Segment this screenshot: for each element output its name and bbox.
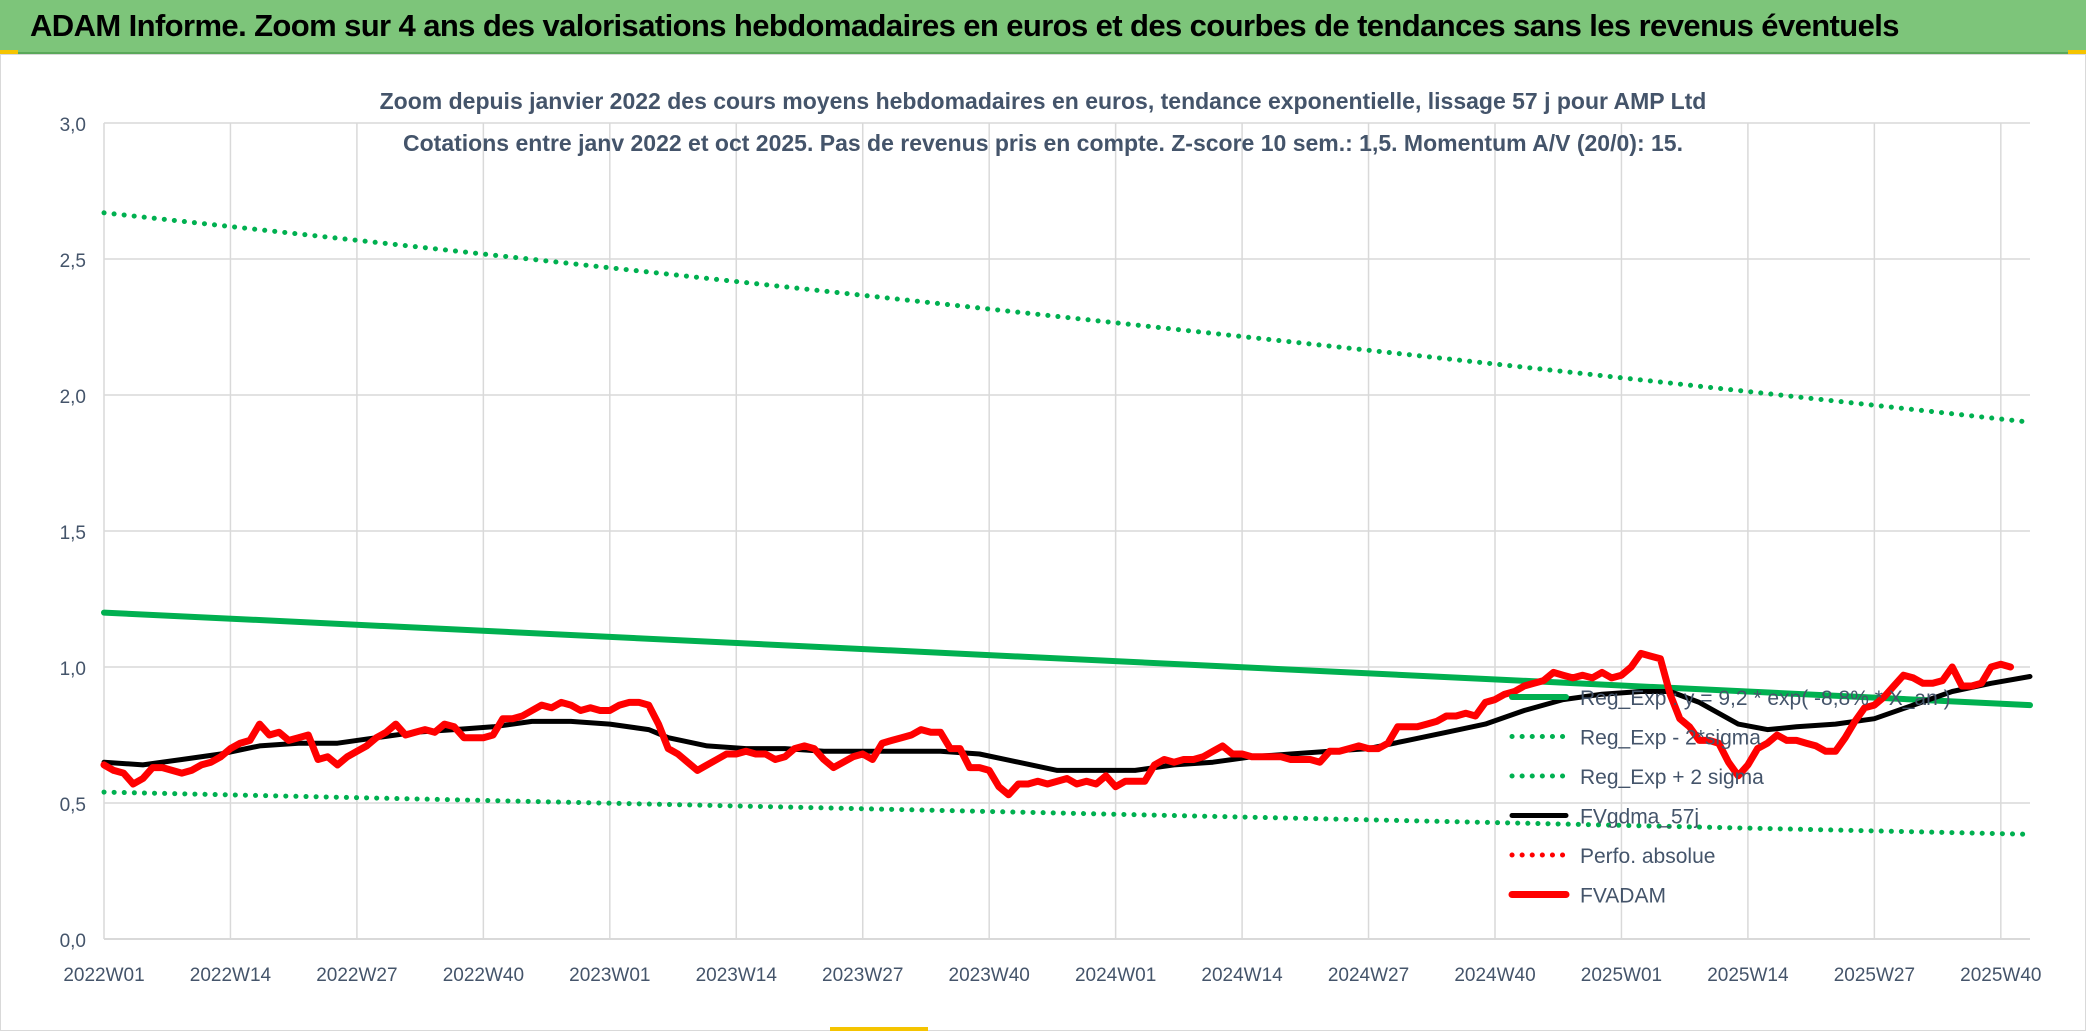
legend-label: FVADAM — [1580, 885, 1666, 908]
y-tick-label: 1,0 — [60, 659, 86, 680]
legend-label: FVgdma_57j — [1580, 806, 1699, 829]
legend: Reg_Exp : y = 9,2 * exp( -8,8% * X_an ) R… — [1508, 687, 1951, 908]
x-tick-label: 2022W40 — [443, 965, 524, 986]
x-tick-label: 2022W27 — [316, 965, 397, 986]
legend-label: Reg_Exp : y = 9,2 * exp( -8,8% * X_an ) — [1580, 687, 1951, 710]
series-lines — [100, 210, 2033, 837]
x-tick-label: 2023W14 — [696, 965, 778, 986]
gridlines — [103, 122, 2030, 940]
x-tick-label: 2023W27 — [822, 965, 903, 986]
report-title: ADAM Informe. Zoom sur 4 ans des valoris… — [30, 8, 1900, 43]
x-tick-label: 2022W01 — [63, 965, 144, 986]
x-tick-label: 2023W40 — [949, 965, 1030, 986]
y-axis-tick-labels: 0,0 0,5 1,0 1,5 2,0 2,5 3,0 — [60, 115, 86, 952]
x-axis-tick-labels: 2022W01 2022W14 2022W27 2022W40 2023W01 2023W… — [63, 965, 2041, 986]
x-tick-label: 2023W01 — [569, 965, 650, 986]
reg-exp-plus-2sigma-line — [101, 210, 2033, 425]
legend-label: Perfo. absolue — [1580, 845, 1715, 868]
chart-frame — [0, 54, 2086, 1031]
chart-title: Zoom depuis janvier 2022 des cours moyen… — [380, 88, 1707, 114]
reg-exp-line — [101, 609, 2033, 709]
y-tick-label: 1,5 — [60, 523, 86, 544]
y-tick-label: 2,0 — [60, 387, 86, 408]
reg-exp-minus-2sigma-line — [101, 789, 2033, 837]
chart-subtitle: Cotations entre janv 2022 et oct 2025. P… — [403, 130, 1683, 156]
y-tick-label: 0,5 — [60, 795, 86, 816]
x-tick-label: 2024W27 — [1328, 965, 1409, 986]
bottom-accent — [830, 1027, 928, 1031]
y-tick-label: 0,0 — [60, 931, 86, 952]
x-tick-label: 2025W14 — [1707, 965, 1789, 986]
x-tick-label: 2025W01 — [1581, 965, 1662, 986]
x-tick-label: 2022W14 — [190, 965, 272, 986]
fvadam-price-line — [100, 649, 2014, 799]
legend-label: Reg_Exp + 2 sigma — [1580, 766, 1764, 789]
x-tick-label: 2025W40 — [1960, 965, 2041, 986]
x-tick-label: 2025W27 — [1834, 965, 1915, 986]
x-tick-label: 2024W01 — [1075, 965, 1156, 986]
x-tick-label: 2024W14 — [1201, 965, 1283, 986]
y-tick-label: 3,0 — [60, 115, 86, 136]
x-tick-label: 2024W40 — [1454, 965, 1535, 986]
report-title-banner: ADAM Informe. Zoom sur 4 ans des valoris… — [0, 0, 2086, 54]
legend-label: Reg_Exp - 2*sigma — [1580, 727, 1761, 750]
y-tick-label: 2,5 — [60, 251, 86, 272]
